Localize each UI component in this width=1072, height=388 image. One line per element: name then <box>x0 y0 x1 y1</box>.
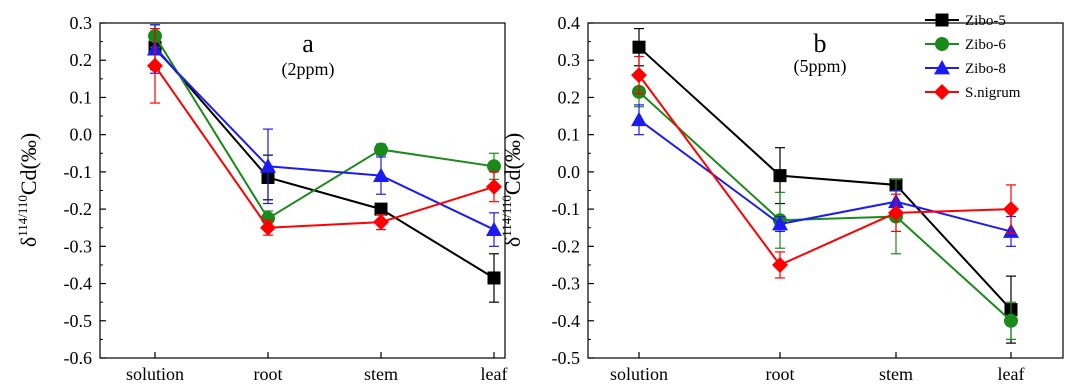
data-point <box>147 57 163 74</box>
data-point <box>260 158 276 173</box>
data-point <box>487 159 501 174</box>
data-point <box>773 169 787 183</box>
chart-panel-a: 0.3 0.2 0.1 0.0 -0.1 -0.2 -0.3 -0.4 -0.5 -0.6 solu… <box>15 13 507 384</box>
data-point <box>632 40 646 54</box>
series-line <box>154 46 495 279</box>
y-tick-label: -0.1 <box>552 199 581 219</box>
legend-entry: Zibo-8 <box>965 61 1006 77</box>
y-tick-label: -0.5 <box>552 348 581 368</box>
x-tick-label: solution <box>126 364 184 384</box>
x-tick-label: solution <box>610 364 668 384</box>
chart-panel-b: 0.4 0.3 0.2 0.1 0.0 -0.1 -0.2 -0.3 -0.4 -0.5 solut… <box>499 13 1064 384</box>
data-point <box>374 202 388 216</box>
legend-entry: Zibo-6 <box>965 37 1006 53</box>
y-tick-label: 0.3 <box>558 50 581 70</box>
data-point <box>487 271 501 285</box>
y-axis-label-main: Cd(‰) <box>500 133 525 195</box>
y-tick-label: 0.1 <box>558 125 581 145</box>
panel-subtitle: (5ppm) <box>794 56 847 77</box>
legend-entry: S.nigrum <box>965 85 1021 101</box>
series-s-nigrum <box>147 27 502 236</box>
series-line <box>638 118 1012 233</box>
series-zibo-8 <box>631 104 1019 247</box>
y-axis-label-prefix: δ <box>500 237 525 247</box>
y-tick-label: -0.4 <box>552 311 581 331</box>
legend-marker <box>935 37 949 51</box>
data-point <box>260 219 276 236</box>
series-line <box>154 48 495 231</box>
panel-letter: a <box>302 29 314 58</box>
series-zibo-8 <box>147 24 502 247</box>
legend-marker <box>935 13 949 27</box>
y-tick-label: 0.4 <box>558 13 581 33</box>
x-tick-label: root <box>254 364 283 384</box>
series-line <box>154 65 495 229</box>
legend-marker <box>934 60 950 75</box>
y-tick-label: 0.0 <box>558 162 581 182</box>
y-tick-label: -0.4 <box>64 274 93 294</box>
series-line <box>638 46 1012 311</box>
y-tick-label: -0.1 <box>64 162 93 182</box>
y-tick-label: 0.2 <box>558 87 581 107</box>
x-tick-label: root <box>766 364 795 384</box>
y-tick-label: -0.5 <box>64 311 93 331</box>
legend-entry: Zibo-5 <box>965 13 1006 29</box>
series-line <box>638 91 1012 322</box>
y-tick-label: 0.0 <box>70 125 93 145</box>
y-axis-label-main: Cd(‰) <box>16 133 41 195</box>
x-tick-label: stem <box>364 364 398 384</box>
y-tick-label: -0.6 <box>64 348 93 368</box>
data-point <box>888 204 904 221</box>
data-point <box>486 221 502 236</box>
y-axis-label-prefix: δ <box>16 237 41 247</box>
data-point <box>373 167 389 183</box>
series-line <box>638 74 1012 267</box>
y-axis-label: δ114/110Cd(‰) <box>15 133 41 247</box>
data-point <box>1004 313 1018 328</box>
y-axis-label: δ114/110Cd(‰) <box>499 133 525 247</box>
data-point <box>486 178 502 195</box>
x-tick-label: leaf <box>998 364 1025 384</box>
y-tick-label: -0.3 <box>552 274 581 294</box>
series-zibo-6 <box>632 76 1018 340</box>
data-point <box>631 67 647 84</box>
y-tick-label: -0.3 <box>64 236 93 256</box>
x-tick-label: stem <box>879 364 913 384</box>
series-line <box>154 35 495 220</box>
series-s-nigrum <box>631 55 1019 279</box>
data-point <box>374 142 388 157</box>
data-point <box>772 216 788 231</box>
data-point <box>1003 201 1019 218</box>
x-tick-label: leaf <box>481 364 508 384</box>
series-zibo-6 <box>148 24 501 227</box>
y-axis-label-superscript: 114/110 <box>15 195 30 237</box>
legend-marker <box>934 84 950 100</box>
panel-subtitle: (2ppm) <box>282 59 335 80</box>
data-point <box>373 214 389 231</box>
y-tick-label: 0.2 <box>70 50 93 70</box>
legend: Zibo-5 Zibo-6 Zibo-8 S.nigrum <box>925 13 1021 101</box>
y-tick-label: 0.1 <box>70 87 93 107</box>
y-tick-label: -0.2 <box>552 236 581 256</box>
y-tick-label: -0.2 <box>64 199 93 219</box>
data-point <box>631 111 647 127</box>
y-tick-label: 0.3 <box>70 13 93 33</box>
panel-letter: b <box>814 29 827 58</box>
y-axis-label-superscript: 114/110 <box>499 195 514 237</box>
data-point <box>772 256 788 273</box>
